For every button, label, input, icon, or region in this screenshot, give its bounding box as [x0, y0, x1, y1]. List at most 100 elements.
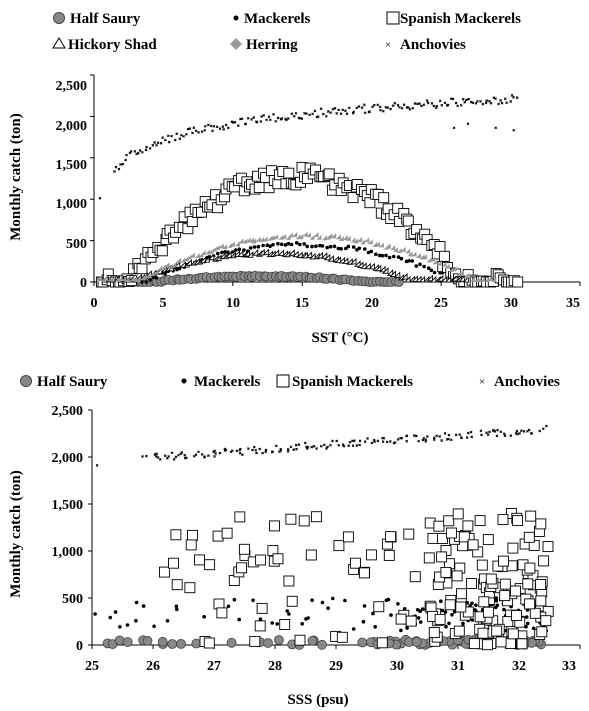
point-anchovies	[240, 117, 244, 121]
point-anchovies	[485, 99, 489, 102]
point-anchovies	[495, 434, 499, 438]
point-hickory-shad	[258, 248, 265, 256]
point-anchovies	[145, 145, 148, 149]
point-mackerels	[369, 249, 374, 254]
point-mackerels	[134, 618, 138, 623]
point-anchovies	[294, 443, 298, 447]
point-herring	[338, 236, 344, 242]
point-herring	[149, 271, 155, 277]
point-anchovies	[337, 108, 340, 112]
point-mackerels	[524, 615, 529, 619]
point-hickory-shad	[334, 256, 342, 263]
point-mackerels	[526, 621, 530, 626]
point-spanish-mackerels	[437, 533, 448, 544]
point-anchovies	[422, 103, 426, 107]
point-herring	[400, 246, 406, 252]
point-mackerels	[237, 617, 241, 622]
point-herring	[327, 233, 333, 239]
point-anchovies	[366, 437, 369, 440]
point-spanish-mackerels	[305, 549, 317, 561]
point-anchovies	[164, 138, 167, 142]
point-anchovies	[440, 103, 444, 107]
point-anchovies	[405, 439, 409, 443]
point-anchovies	[298, 116, 302, 120]
point-herring	[229, 241, 235, 247]
point-anchovies	[355, 106, 359, 110]
point-anchovies	[213, 449, 216, 453]
point-hickory-shad	[185, 259, 193, 266]
point-anchovies	[316, 115, 320, 118]
point-hickory-shad	[368, 262, 375, 270]
point-spanish-mackerels	[511, 610, 522, 621]
point-anchovies	[500, 101, 504, 105]
point-anchovies	[396, 103, 400, 107]
point-anchovies	[197, 450, 200, 454]
point-anchovies	[499, 99, 502, 102]
point-spanish-mackerels	[522, 578, 534, 590]
point-herring	[176, 257, 182, 263]
point-herring	[322, 235, 328, 241]
point-herring	[396, 248, 402, 254]
point-mackerels	[140, 280, 144, 284]
point-spanish-mackerels	[136, 263, 148, 275]
point-spanish-mackerels	[536, 626, 548, 638]
point-mackerels	[422, 264, 427, 269]
point-herring	[218, 243, 224, 249]
point-spanish-mackerels	[286, 595, 298, 607]
point-anchovies	[319, 107, 323, 111]
point-hickory-shad	[225, 251, 232, 258]
point-anchovies	[368, 110, 371, 113]
point-anchovies	[352, 110, 356, 114]
point-spanish-mackerels	[333, 540, 345, 552]
point-spanish-mackerels	[452, 508, 464, 520]
point-anchovies	[276, 116, 280, 120]
point-spanish-mackerels	[403, 528, 415, 540]
point-anchovies	[235, 449, 239, 453]
point-anchovies	[432, 436, 436, 440]
point-anchovies	[251, 448, 254, 452]
point-anchovies	[285, 118, 288, 122]
point-anchovies	[460, 436, 463, 440]
point-spanish-mackerels	[373, 601, 385, 613]
point-herring	[353, 238, 359, 244]
point-hickory-shad	[277, 249, 285, 256]
point-anchovies	[353, 439, 356, 443]
point-hickory-shad	[243, 249, 251, 257]
point-mackerels	[380, 253, 385, 258]
point-hickory-shad	[360, 262, 367, 269]
point-herring	[135, 277, 141, 283]
point-anchovies	[481, 102, 485, 106]
x-tick-label: 25	[434, 296, 448, 311]
point-spanish-mackerels	[433, 520, 445, 532]
point-mackerels	[283, 243, 288, 247]
point-anchovies	[264, 450, 268, 454]
point-anchovies	[200, 453, 204, 456]
point-anchovies	[224, 448, 228, 452]
point-herring	[262, 236, 268, 242]
point-mackerels	[440, 608, 445, 613]
y-tick-label: 1,500	[52, 498, 84, 513]
point-spanish-mackerels	[456, 588, 467, 600]
point-spanish-mackerels	[350, 557, 361, 569]
point-mackerels	[134, 600, 139, 605]
point-herring	[302, 231, 308, 237]
point-mackerels	[232, 597, 237, 602]
point-herring	[251, 238, 257, 244]
point-mackerels	[331, 596, 335, 601]
point-mackerels	[344, 246, 348, 251]
point-spanish-mackerels	[347, 192, 359, 204]
point-mackerels	[339, 247, 343, 251]
point-hickory-shad	[316, 251, 324, 259]
point-anchovies	[209, 124, 213, 128]
point-anchovies	[405, 434, 408, 438]
point-herring	[129, 276, 135, 282]
point-spanish-mackerels	[476, 559, 488, 571]
point-anchovies	[518, 432, 521, 435]
point-anchovies	[148, 147, 152, 150]
point-spanish-mackerels	[507, 628, 519, 640]
point-anchovies	[326, 445, 329, 449]
point-hickory-shad	[411, 275, 418, 282]
point-spanish-mackerels	[535, 518, 547, 530]
point-spanish-mackerels	[216, 607, 228, 619]
point-anchovies	[268, 118, 272, 122]
